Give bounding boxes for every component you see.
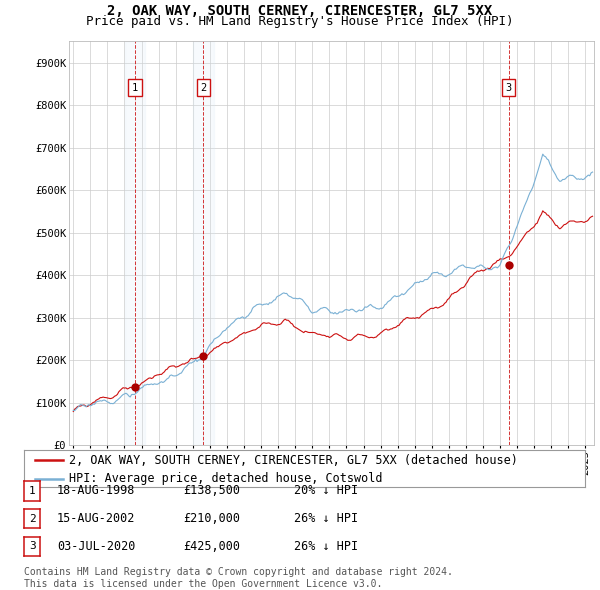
Text: 26% ↓ HPI: 26% ↓ HPI <box>294 540 358 553</box>
Text: £425,000: £425,000 <box>183 540 240 553</box>
Text: 26% ↓ HPI: 26% ↓ HPI <box>294 512 358 525</box>
Text: 3: 3 <box>29 542 35 551</box>
Text: 2: 2 <box>29 514 35 523</box>
Text: Contains HM Land Registry data © Crown copyright and database right 2024.
This d: Contains HM Land Registry data © Crown c… <box>24 567 453 589</box>
Text: 20% ↓ HPI: 20% ↓ HPI <box>294 484 358 497</box>
Text: 18-AUG-1998: 18-AUG-1998 <box>57 484 136 497</box>
Text: 1: 1 <box>29 486 35 496</box>
Text: £210,000: £210,000 <box>183 512 240 525</box>
Text: 1: 1 <box>132 83 138 93</box>
Text: 03-JUL-2020: 03-JUL-2020 <box>57 540 136 553</box>
Text: 3: 3 <box>506 83 512 93</box>
Text: 2, OAK WAY, SOUTH CERNEY, CIRENCESTER, GL7 5XX: 2, OAK WAY, SOUTH CERNEY, CIRENCESTER, G… <box>107 4 493 18</box>
Text: Price paid vs. HM Land Registry's House Price Index (HPI): Price paid vs. HM Land Registry's House … <box>86 15 514 28</box>
Text: HPI: Average price, detached house, Cotswold: HPI: Average price, detached house, Cots… <box>69 472 382 485</box>
Bar <box>125 41 145 445</box>
Text: £138,500: £138,500 <box>183 484 240 497</box>
Text: 15-AUG-2002: 15-AUG-2002 <box>57 512 136 525</box>
Bar <box>193 41 214 445</box>
Text: 2: 2 <box>200 83 206 93</box>
Text: 2, OAK WAY, SOUTH CERNEY, CIRENCESTER, GL7 5XX (detached house): 2, OAK WAY, SOUTH CERNEY, CIRENCESTER, G… <box>69 454 518 467</box>
